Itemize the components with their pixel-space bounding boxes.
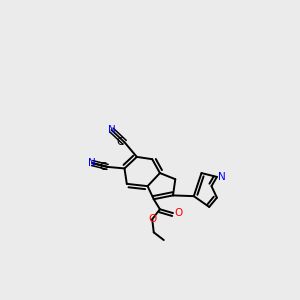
Text: C: C (99, 162, 106, 172)
Text: N: N (218, 172, 226, 182)
Text: O: O (148, 214, 156, 224)
Text: O: O (174, 208, 182, 218)
Text: C: C (116, 137, 123, 147)
Text: N: N (107, 125, 115, 135)
Text: N: N (88, 158, 96, 168)
